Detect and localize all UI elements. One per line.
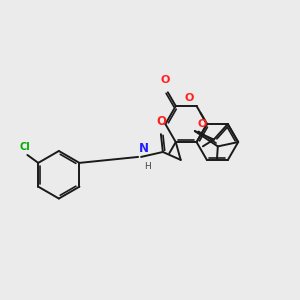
Text: O: O (160, 75, 170, 85)
Text: O: O (184, 93, 194, 103)
Text: O: O (156, 115, 166, 128)
Text: N: N (139, 142, 149, 155)
Text: H: H (144, 162, 151, 171)
Text: Cl: Cl (19, 142, 30, 152)
Text: O: O (198, 119, 207, 129)
